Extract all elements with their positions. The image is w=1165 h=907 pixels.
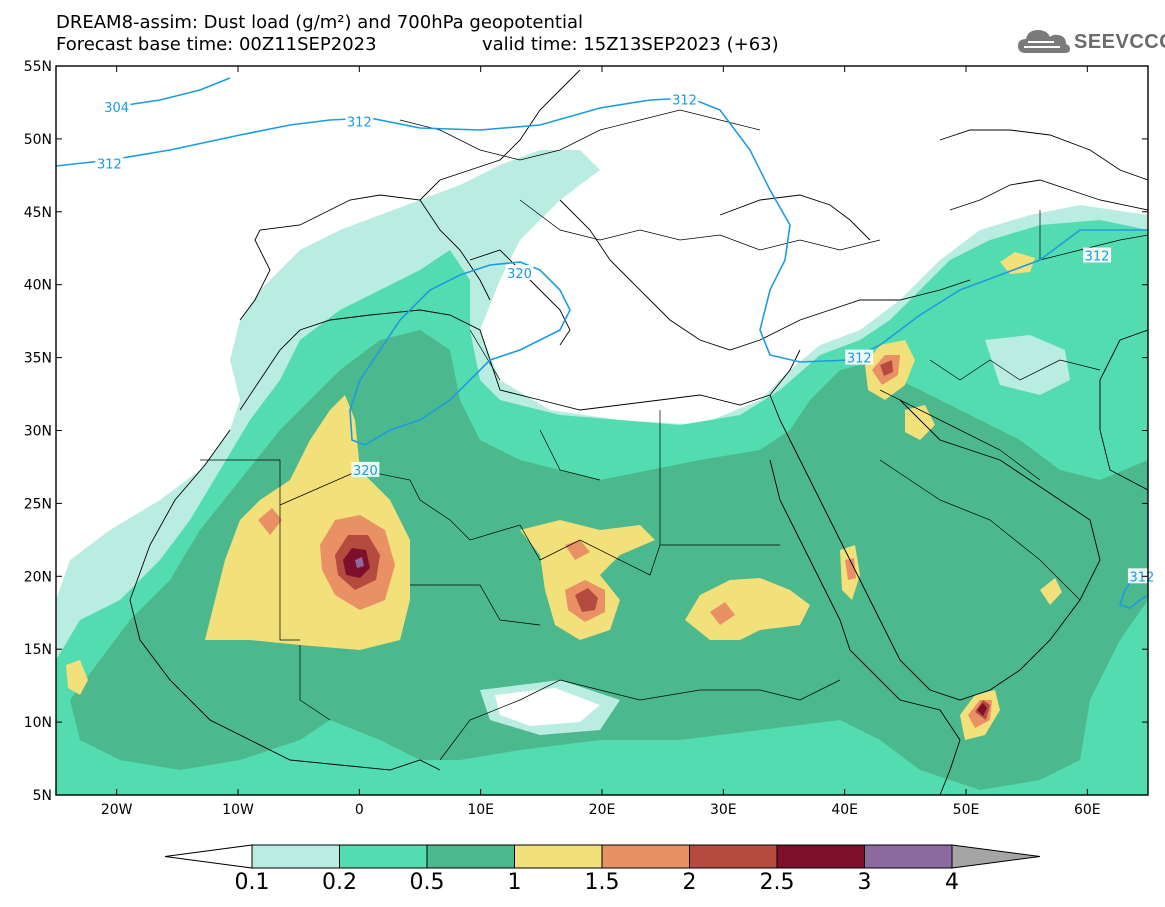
contour-label-bg (505, 265, 534, 281)
dust-level-1.5-central-b (565, 540, 590, 560)
dust-level-3-west (355, 557, 364, 568)
contour-label-bg (351, 461, 380, 477)
colorbar-label: 2.5 (759, 870, 795, 895)
geopotential-contours (56, 77, 1148, 609)
logo-text: SEEVCCC (1074, 31, 1165, 53)
lat-tick-label: 40N (24, 278, 52, 294)
colorbar-label: 1 (507, 870, 522, 895)
contour-label-bg (1127, 568, 1156, 584)
contour-labels: 304 312 312 312 312 312 312 320 320 (95, 91, 1156, 585)
contour-label-bg (845, 349, 874, 365)
colorbar-segment (864, 844, 953, 869)
dust-level-2-arabia (880, 360, 893, 376)
contour-label: 320 (353, 464, 378, 479)
valid-time: valid time: 15Z13SEP2023 (+63) (482, 34, 779, 55)
lat-tick-label: 10N (24, 715, 52, 731)
contour-label: 312 (97, 158, 122, 173)
dust-level-0.1-patch (985, 335, 1070, 395)
contour-312-east (849, 229, 1148, 361)
title-line-1: DREAM8-assim: Dust load (g/m²) and 700hP… (56, 12, 583, 33)
lat-tick-label: 55N (24, 59, 52, 75)
contour-label: 312 (347, 115, 372, 130)
contour-label: 312 (672, 94, 697, 109)
contour-label: 304 (104, 101, 129, 116)
dust-level-1.5-redsea (845, 558, 856, 580)
dust-load-field (56, 66, 1148, 795)
colorbar-segment (426, 844, 515, 869)
lon-tick-label: 10E (467, 802, 494, 818)
dust-level-1-caspian (1000, 252, 1035, 274)
lon-tick-label: 50E (953, 802, 980, 818)
dust-level-1-central (520, 520, 655, 640)
colorbar-segment (776, 844, 865, 869)
country-borders (200, 109, 1148, 761)
contour-label: 320 (507, 267, 532, 282)
dust-level-1.5-west-b (258, 508, 282, 535)
lat-tick-label: 35N (24, 351, 52, 367)
dust-level-1.5-east (710, 602, 735, 625)
map-axes: 55N 50N 45N 40N 35N 30N 25N 20N 15N 10N 5N 20W 10W 0 1… (24, 59, 1148, 818)
dust-level-1-senegal (66, 660, 88, 695)
lat-tick-label: 20N (24, 569, 52, 585)
colorbar-segment (951, 844, 1041, 869)
contour-label-bg (95, 155, 124, 171)
lat-tick-label: 50N (24, 132, 52, 148)
lon-tick-label: 10W (222, 802, 254, 818)
colorbar-segment (251, 844, 340, 869)
colorbar-segment (164, 844, 253, 869)
lat-tick-label: 25N (24, 496, 52, 512)
lon-tick-label: 0 (355, 802, 364, 818)
colorbar-segment (514, 844, 603, 869)
coastlines (129, 69, 1148, 795)
contour-label: 312 (1130, 570, 1155, 585)
colorbar-label: 3 (857, 870, 872, 895)
lat-tick-label: 15N (24, 642, 52, 658)
dust-level-2.5-horn (977, 703, 987, 716)
contour-320 (349, 261, 571, 446)
contour-312-north (56, 97, 851, 363)
lat-tick-label: 45N (24, 205, 52, 221)
colorbar-segment (601, 844, 690, 869)
lon-tick-label: 40E (831, 802, 858, 818)
colorbar-label: 1.5 (584, 870, 620, 895)
contour-label-bg (102, 98, 131, 114)
colorbar-segment (689, 844, 778, 869)
colorbar-label: 4 (945, 870, 959, 895)
cloud-icon (1018, 30, 1070, 53)
contour-label-bg (1083, 247, 1112, 263)
seevccc-logo: SEEVCCC (1016, 25, 1165, 61)
contour-label-bg (670, 91, 699, 107)
colorbar-label: 2 (682, 870, 697, 895)
colorbar-label: 0.1 (234, 870, 270, 895)
contour-label-bg (345, 113, 374, 129)
colorbar (164, 844, 1041, 869)
lat-tick-label: 30N (24, 424, 52, 440)
lon-tick-label: 60E (1074, 802, 1101, 818)
dust-level-1-east (685, 578, 810, 640)
lon-tick-label: 20W (101, 802, 133, 818)
colorbar-label: 0.5 (409, 870, 445, 895)
dust-level-1-small (1040, 578, 1062, 605)
contour-304 (119, 77, 231, 107)
dust-level-0-patch-south (495, 688, 600, 726)
contour-label: 312 (847, 352, 872, 367)
lon-tick-label: 20E (589, 802, 616, 818)
lon-tick-label: 30E (710, 802, 737, 818)
lat-tick-label: 5N (33, 788, 52, 804)
forecast-base-time: Forecast base time: 00Z11SEP2023 (56, 34, 377, 55)
colorbar-segment (339, 844, 428, 869)
dust-level-2-central (575, 588, 598, 612)
contour-label: 312 (1085, 250, 1110, 265)
colorbar-label: 0.2 (322, 870, 357, 895)
